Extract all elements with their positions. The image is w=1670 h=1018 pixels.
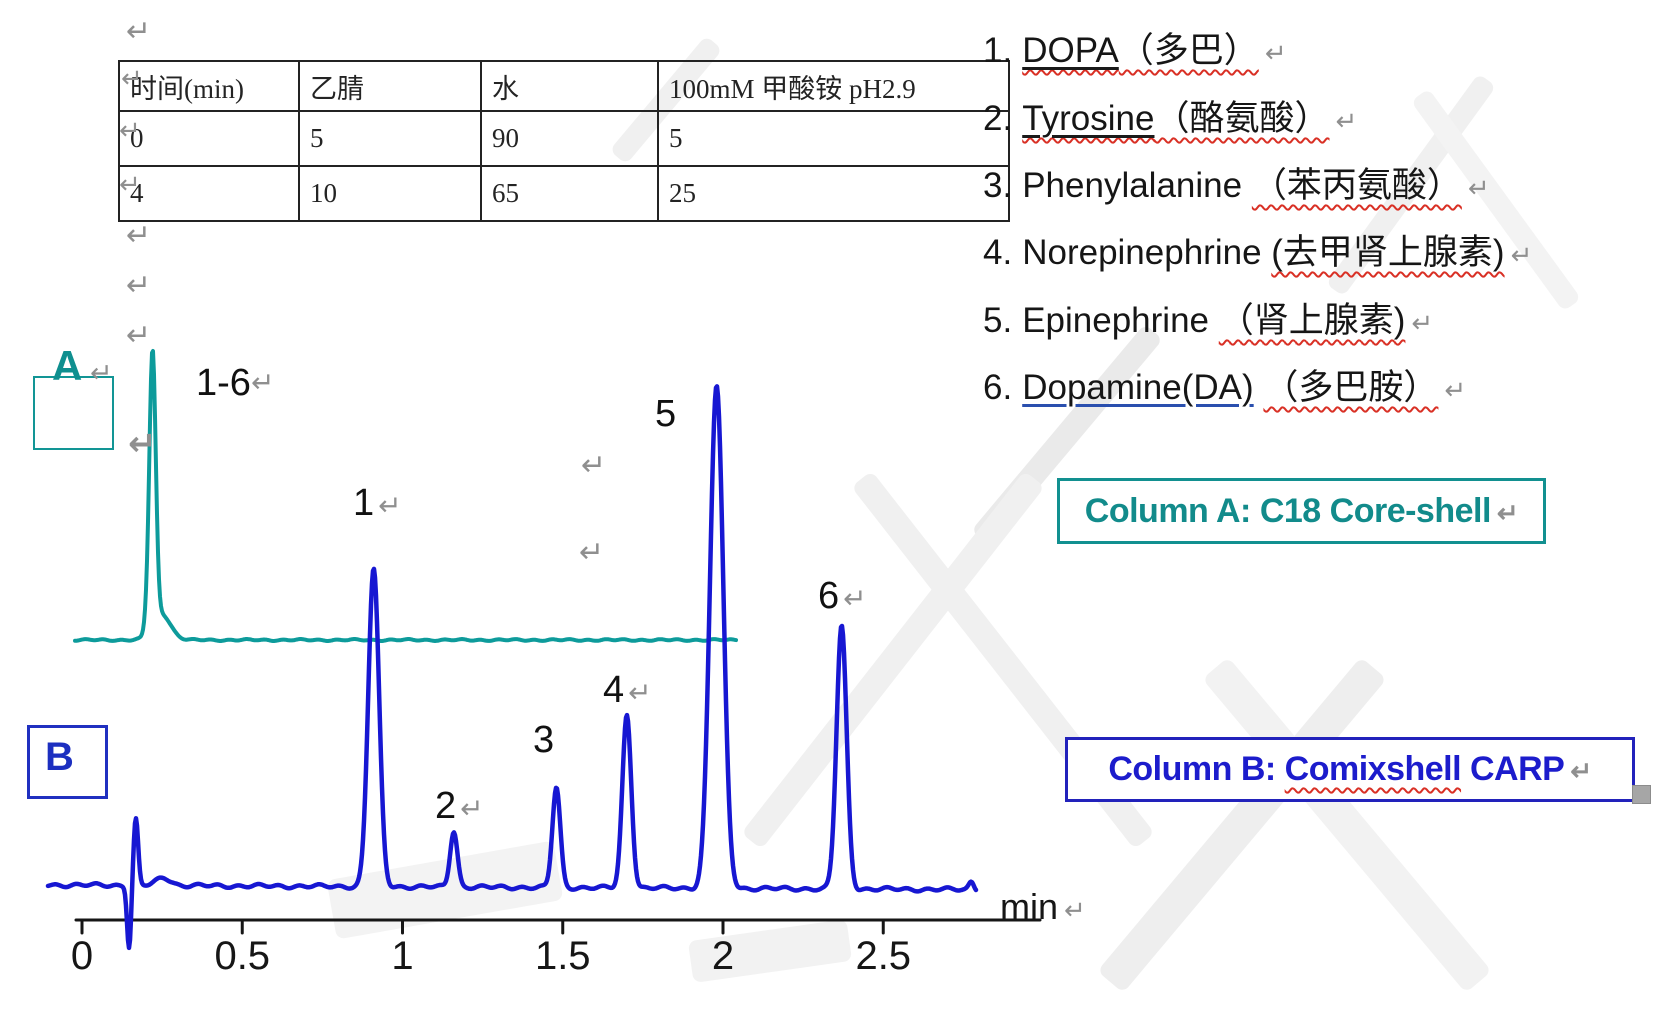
pilcrow-icon: ↵ bbox=[1444, 375, 1467, 405]
pilcrow-icon: ↵ bbox=[1335, 106, 1358, 136]
column-b-wavy-word: Comixshell bbox=[1284, 750, 1462, 788]
table-header-cell: 乙腈 bbox=[298, 60, 482, 112]
table-row: 0 5 90 5 bbox=[118, 110, 1010, 167]
compound-text: Phenylalanine （苯丙氨酸） bbox=[1022, 166, 1462, 205]
pilcrow-icon: ↵ bbox=[121, 64, 143, 94]
compound-item: 2. Tyrosine（酪氨酸） ↵ bbox=[983, 90, 1357, 141]
watermark-stroke bbox=[326, 840, 564, 940]
table-cell: 65 bbox=[480, 165, 659, 222]
column-a-label: Column A: C18 Core-shell ↵ bbox=[1084, 491, 1519, 530]
table-header-cell: 水 bbox=[480, 60, 659, 112]
table-header-cell: 时间(min) bbox=[118, 60, 300, 112]
table-cell: 10 bbox=[298, 165, 482, 222]
compound-name-cn: （酪氨酸） bbox=[1154, 99, 1330, 138]
compound-name: Epinephrine bbox=[1022, 301, 1210, 340]
pilcrow-icon: ↵ bbox=[1411, 308, 1434, 338]
pilcrow-icon: ↵ bbox=[378, 490, 402, 521]
pilcrow-icon: ↵ bbox=[126, 268, 152, 303]
pilcrow-icon: ↵ bbox=[126, 218, 152, 253]
compound-name-cn: （多巴） bbox=[1118, 31, 1259, 70]
compound-number: 3. bbox=[983, 166, 1013, 205]
compound-item: 6. Dopamine(DA) （多巴胺） ↵ bbox=[983, 359, 1466, 410]
trace-column-a bbox=[73, 349, 738, 643]
compound-name-cn: （多巴胺） bbox=[1263, 368, 1439, 407]
compound-number: 4. bbox=[983, 233, 1013, 272]
pilcrow-icon: ↵ bbox=[126, 14, 152, 49]
peak-label-1-6: 1-6 bbox=[196, 362, 251, 404]
table-cell: 5 bbox=[298, 110, 482, 167]
table-cell: 4 bbox=[118, 165, 300, 222]
peak-label-5: 5 bbox=[655, 393, 677, 435]
peak-label-2: 2 ↵ bbox=[435, 785, 484, 827]
axis-tick-label: 1.5 bbox=[534, 934, 591, 978]
column-a-callout: Column A: C18 Core-shell ↵ bbox=[1057, 478, 1546, 544]
pilcrow-icon: ↵ bbox=[628, 677, 652, 708]
compound-text: Dopamine(DA) （多巴胺） bbox=[1022, 368, 1438, 407]
axis-tick-label: 2.5 bbox=[855, 934, 912, 978]
axis-tick-label: 0.5 bbox=[214, 934, 271, 978]
pilcrow-icon: ↵ bbox=[126, 318, 152, 353]
pilcrow-icon: ↵ bbox=[128, 424, 157, 464]
compound-item: 1. DOPA（多巴） ↵ bbox=[983, 22, 1287, 73]
compound-name-cn: （肾上腺素) bbox=[1218, 301, 1406, 340]
pilcrow-icon: ↵ bbox=[1064, 895, 1086, 925]
pilcrow-icon: ↵ bbox=[1264, 38, 1287, 68]
peak-label-6: 6 ↵ bbox=[818, 575, 867, 617]
panel-b-letter: B bbox=[45, 735, 74, 779]
compound-number: 5. bbox=[983, 301, 1013, 340]
pilcrow-icon: ↵ bbox=[1467, 173, 1490, 203]
pilcrow-icon: ↵ bbox=[1510, 240, 1533, 270]
axis-unit-label: min ↵ bbox=[1000, 886, 1086, 927]
gradient-table: 时间(min) 乙腈水 100mM 甲酸铵 pH2.9 0 5 90 5 4 10 65 25 bbox=[118, 60, 1010, 222]
compound-name: Dopamine(DA) bbox=[1022, 368, 1254, 407]
table-cell: 0 bbox=[118, 110, 300, 167]
compound-name: Phenylalanine bbox=[1022, 166, 1243, 205]
peak-label-1: 1 ↵ bbox=[353, 482, 402, 524]
pilcrow-icon: ↵ bbox=[1496, 497, 1519, 528]
compound-item: 3. Phenylalanine （苯丙氨酸） ↵ bbox=[983, 157, 1490, 208]
pilcrow-icon: ↵ bbox=[119, 170, 141, 200]
axis-tick-label: 1 bbox=[391, 934, 414, 978]
axis-tick-label: 0 bbox=[70, 934, 94, 978]
compound-text: Norepinephrine (去甲肾上腺素) bbox=[1022, 233, 1504, 272]
table-cell: 5 bbox=[657, 110, 1010, 167]
compound-item: 4. Norepinephrine (去甲肾上腺素) ↵ bbox=[983, 224, 1532, 275]
pilcrow-icon: ↵ bbox=[579, 535, 605, 570]
panel-a-letter: A bbox=[52, 342, 83, 389]
table-header-cell: 100mM 甲酸铵 pH2.9 bbox=[657, 60, 1010, 112]
compound-name: Norepinephrine bbox=[1022, 233, 1262, 272]
column-b-label: Column B: Comixshell CARP ↵ bbox=[1108, 750, 1592, 788]
pilcrow-icon: ↵ bbox=[1570, 756, 1592, 786]
pilcrow-icon: ↵ bbox=[251, 366, 275, 399]
axis-tick-label: 2 bbox=[711, 934, 735, 978]
compound-name: DOPA bbox=[1022, 31, 1119, 70]
compound-text: Tyrosine（酪氨酸） bbox=[1022, 99, 1329, 138]
table-cell: 25 bbox=[657, 165, 1010, 222]
compound-text: Epinephrine （肾上腺素) bbox=[1022, 301, 1405, 340]
pilcrow-icon: ↵ bbox=[119, 116, 141, 146]
compound-number: 2. bbox=[983, 99, 1013, 138]
compound-name-cn: (去甲肾上腺素) bbox=[1271, 233, 1505, 272]
compound-name-cn: （苯丙氨酸） bbox=[1251, 166, 1462, 205]
compound-item: 5. Epinephrine （肾上腺素) ↵ bbox=[983, 292, 1433, 343]
pilcrow-icon: ↵ bbox=[90, 358, 113, 389]
pilcrow-icon: ↵ bbox=[460, 793, 484, 824]
compound-number: 1. bbox=[983, 31, 1013, 70]
peak-label-3: 3 bbox=[533, 719, 555, 761]
table-row: 4 10 65 25 bbox=[118, 165, 1010, 222]
peak-label-4: 4 ↵ bbox=[603, 669, 652, 711]
pilcrow-icon: ↵ bbox=[581, 448, 607, 483]
table-cell: 90 bbox=[480, 110, 659, 167]
compound-number: 6. bbox=[983, 368, 1013, 407]
pilcrow-icon: ↵ bbox=[843, 583, 867, 614]
compound-name: Tyrosine bbox=[1022, 99, 1155, 138]
compound-text: DOPA（多巴） bbox=[1022, 31, 1259, 70]
column-b-callout: Column B: Comixshell CARP ↵ bbox=[1065, 737, 1635, 802]
resize-handle bbox=[1632, 785, 1651, 804]
